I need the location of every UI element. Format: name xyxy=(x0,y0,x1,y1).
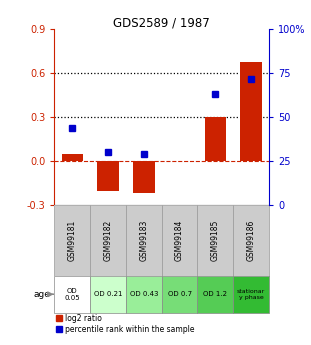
Bar xyxy=(197,276,233,313)
Bar xyxy=(162,276,197,313)
Legend: log2 ratio, percentile rank within the sample: log2 ratio, percentile rank within the s… xyxy=(56,314,195,334)
Bar xyxy=(54,205,90,276)
Text: stationar
y phase: stationar y phase xyxy=(237,289,265,300)
Bar xyxy=(62,154,83,161)
Bar xyxy=(240,61,262,161)
Text: OD 0.21: OD 0.21 xyxy=(94,291,122,297)
Text: GSM99183: GSM99183 xyxy=(139,220,148,261)
Bar xyxy=(90,276,126,313)
Bar xyxy=(126,276,162,313)
Bar xyxy=(233,205,269,276)
Bar xyxy=(133,161,155,194)
Text: OD 0.7: OD 0.7 xyxy=(168,291,192,297)
Text: OD
0.05: OD 0.05 xyxy=(64,288,80,301)
Bar xyxy=(162,205,197,276)
Text: age: age xyxy=(33,290,50,299)
Bar xyxy=(97,161,119,190)
Bar xyxy=(54,276,90,313)
Text: GSM99185: GSM99185 xyxy=(211,220,220,261)
Title: GDS2589 / 1987: GDS2589 / 1987 xyxy=(113,16,210,29)
Bar xyxy=(233,276,269,313)
Text: OD 0.43: OD 0.43 xyxy=(130,291,158,297)
Text: OD 1.2: OD 1.2 xyxy=(203,291,227,297)
Bar xyxy=(205,117,226,161)
Text: GSM99181: GSM99181 xyxy=(68,220,77,261)
Text: GSM99182: GSM99182 xyxy=(104,220,113,261)
Text: GSM99184: GSM99184 xyxy=(175,220,184,261)
Text: GSM99186: GSM99186 xyxy=(247,220,256,261)
Bar xyxy=(90,205,126,276)
Bar xyxy=(197,205,233,276)
Bar xyxy=(126,205,162,276)
